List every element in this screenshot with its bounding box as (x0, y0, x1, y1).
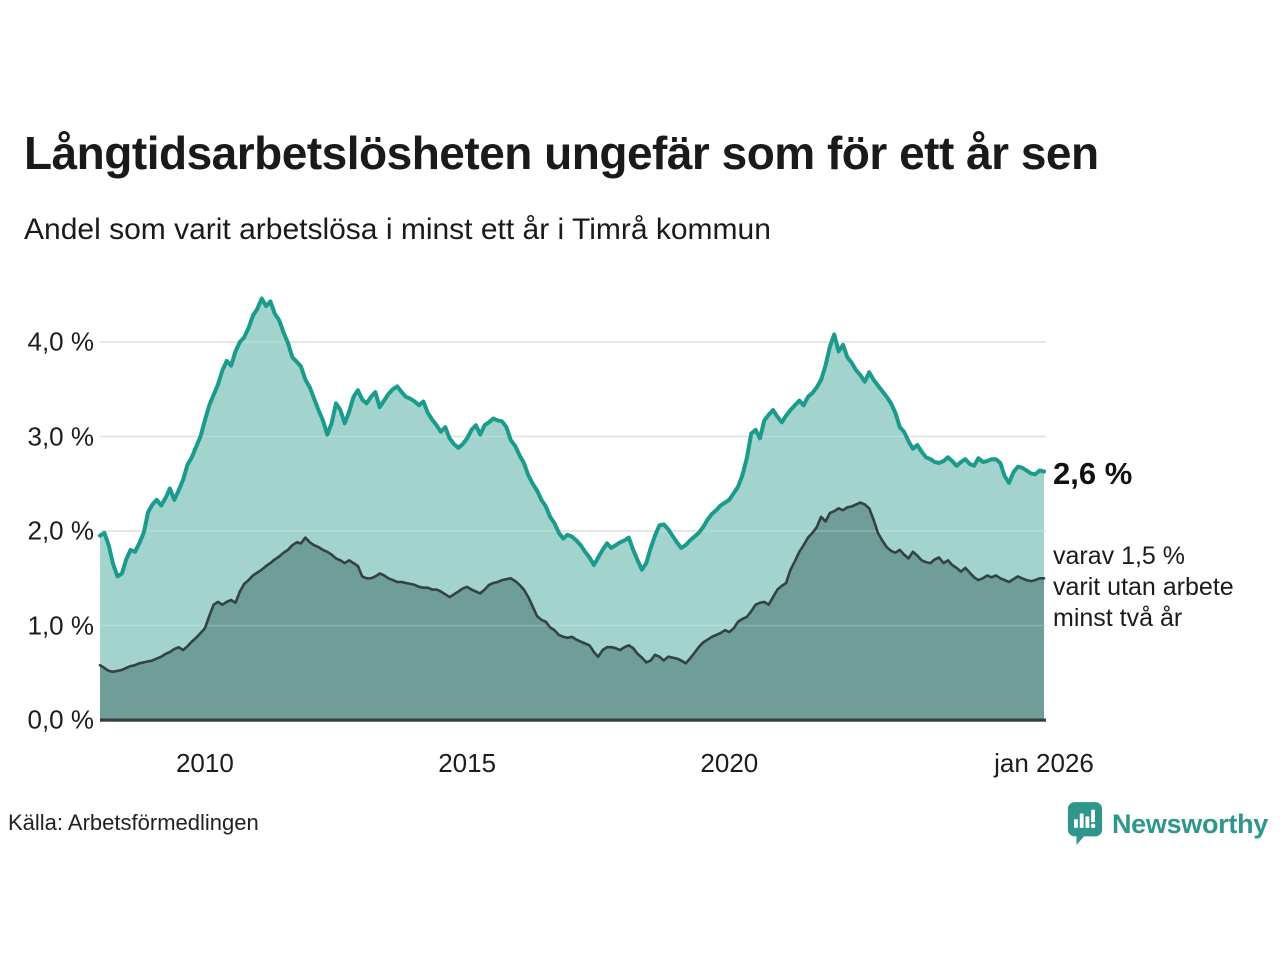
series-line-one-year (98, 296, 1046, 579)
end-value-label: 2,6 % (1053, 456, 1133, 491)
y-tick-3: 3,0 % (27, 421, 95, 451)
newsworthy-branding: Newsworthy (1066, 800, 1268, 848)
series-line-two-years (98, 501, 1046, 674)
x-tick-2015: 2015 (438, 748, 497, 778)
x-tick-2020: 2020 (700, 748, 759, 778)
y-tick-4: 4,0 % (27, 326, 95, 357)
area-fill-two-years (100, 502, 1044, 720)
y-tick-2: 2,0 % (27, 515, 95, 546)
x-axis-line (100, 718, 1046, 722)
end-note-line-3: minst två år (1053, 604, 1183, 632)
chart-subtitle: Andel som varit arbetslösa i minst ett å… (24, 213, 771, 246)
newsworthy-logo-text: Newsworthy (1111, 808, 1268, 839)
chart-gridlines-overlay (100, 341, 1046, 627)
page-title: Långtidsarbetslösheten ungefär som för e… (24, 127, 1099, 179)
end-note-line-1: varav 1,5 % (1053, 542, 1186, 570)
x-tick-2010: 2010 (175, 748, 234, 778)
x-tick-jan-2026: jan 2026 (994, 748, 1094, 778)
end-note-line-2: varit utan arbete (1053, 573, 1234, 601)
y-tick-1: 1,0 % (27, 610, 95, 640)
newsworthy-logo-icon (1067, 802, 1103, 845)
end-note-label: varav 1,5 % varit utan arbete minst två … (1053, 541, 1234, 634)
y-tick-0: 0,0 % (27, 704, 95, 735)
source-credit: Källa: Arbetsförmedlingen (8, 810, 259, 835)
